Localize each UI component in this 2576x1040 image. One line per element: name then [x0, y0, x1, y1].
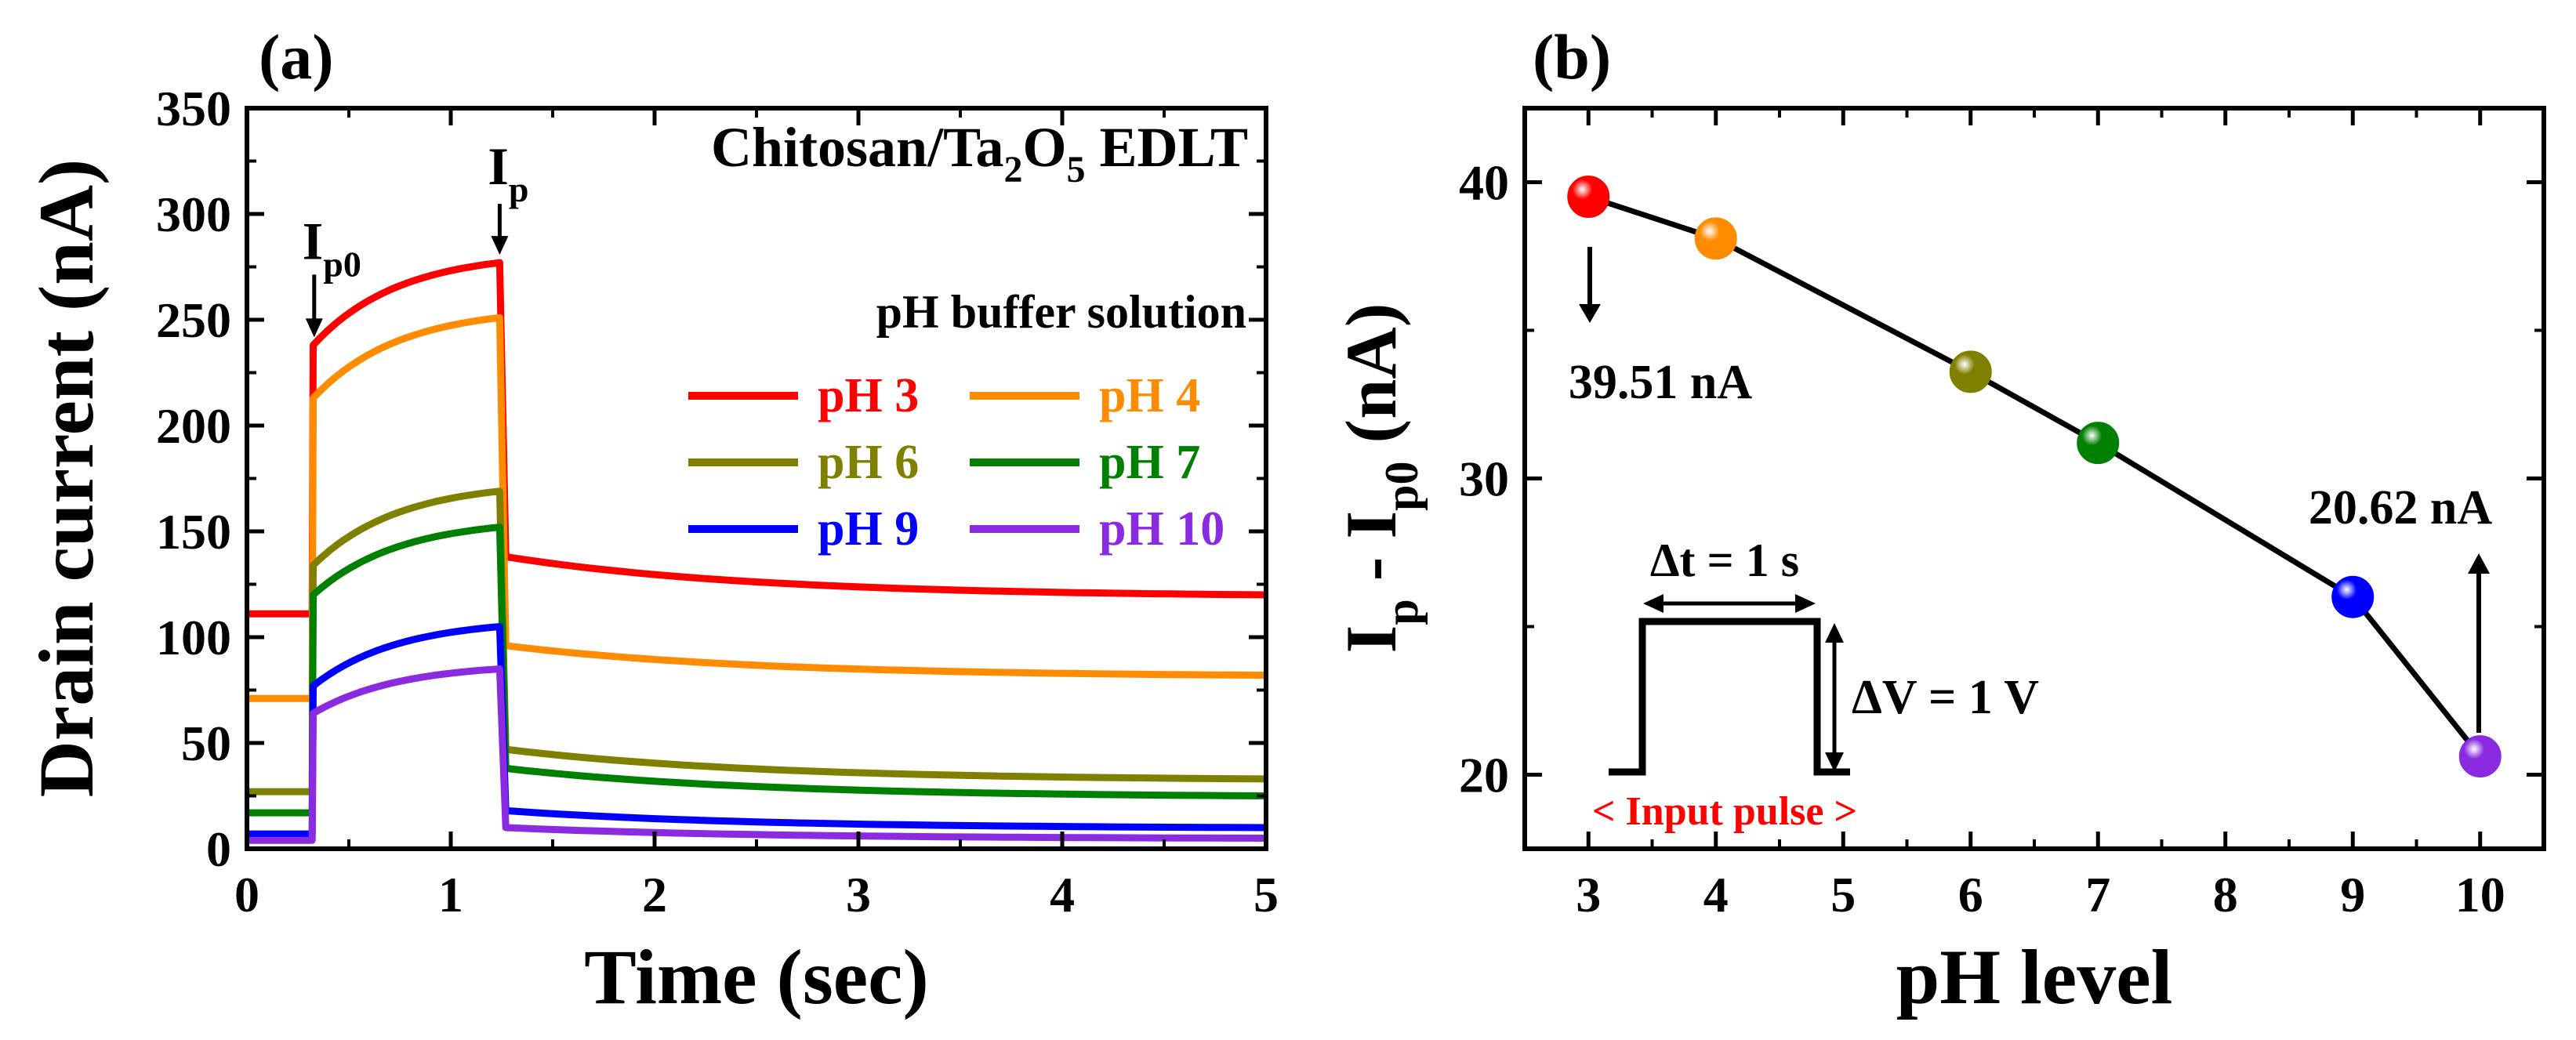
- dt-arrow-head-right: [1795, 594, 1816, 613]
- y-tick-label: 300: [156, 187, 231, 242]
- input-pulse-waveform: [1609, 618, 1850, 776]
- data-point-ph-4: [1694, 217, 1737, 260]
- series-line-ph-6: [247, 487, 1267, 795]
- x-tick-label: 10: [2455, 867, 2505, 922]
- data-point-ph-3: [1567, 176, 1610, 219]
- x-tick-label: 3: [846, 867, 871, 922]
- x-tick-label: 6: [1958, 867, 1983, 922]
- input-pulse-caption: < Input pulse >: [1592, 789, 1857, 834]
- legend-label-ph-4: pH 4: [1099, 369, 1200, 422]
- legend-label-ph-10: pH 10: [1099, 502, 1225, 556]
- y-tick-label: 0: [206, 821, 231, 877]
- data-point-ph-10: [2458, 735, 2502, 778]
- ip-annotation: Ip: [488, 136, 528, 209]
- dt-label: Δt = 1 s: [1650, 534, 1799, 586]
- dt-arrow-head-left: [1643, 594, 1664, 613]
- max-value-label: 39.51 nA: [1569, 356, 1752, 409]
- ip0-arrow-head: [305, 318, 323, 338]
- y-tick-label: 350: [156, 81, 231, 136]
- y-tick-label: 40: [1459, 155, 1509, 211]
- series-line-ph-3: [247, 259, 1267, 618]
- x-tick-label: 5: [1830, 867, 1856, 922]
- legend-label-ph-9: pH 9: [818, 502, 919, 556]
- panel-b-plot-frame: [1522, 106, 2546, 851]
- panel-a-label: (a): [259, 21, 334, 92]
- min-value-label: 20.62 nA: [2309, 481, 2492, 534]
- panel-b-connecting-line: [1587, 194, 2483, 759]
- panel-b-x-axis-label: pH level: [1896, 933, 2173, 1020]
- panel-a-legend: pH 3 pH 4 pH 6 pH 7 pH 9 pH 10: [688, 369, 1225, 556]
- input-pulse-inset: Δt = 1 s ΔV = 1 V < Input pulse >: [1592, 534, 2039, 834]
- panel-b-label: (b): [1533, 21, 1611, 92]
- x-tick-label: 9: [2340, 867, 2365, 922]
- trend-line: [1587, 194, 2483, 759]
- y-tick-label: 30: [1459, 451, 1509, 507]
- dv-arrow-head-top: [1825, 623, 1844, 643]
- x-tick-label: 4: [1050, 867, 1075, 922]
- panel-a-annotations: Ip0 Ip: [303, 136, 528, 338]
- y-tick-label: 50: [181, 716, 231, 771]
- x-tick-label: 7: [2085, 867, 2110, 922]
- x-tick-label: 4: [1703, 867, 1729, 922]
- legend-label-ph-6: pH 6: [818, 436, 919, 489]
- series-line-ph-4: [247, 313, 1267, 702]
- max-value-arrow-head: [1579, 304, 1601, 323]
- x-tick-label: 0: [234, 867, 259, 922]
- y-tick-label: 250: [156, 292, 231, 348]
- series-line-ph-7: [247, 524, 1267, 817]
- x-tick-label: 3: [1576, 867, 1601, 922]
- y-tick-label: 100: [156, 610, 231, 665]
- min-value-arrow-head: [2468, 553, 2490, 574]
- data-point-ph-9: [2331, 575, 2375, 618]
- y-tick-label: 20: [1459, 748, 1509, 803]
- panel-b-points: [1567, 176, 2502, 778]
- ip0-annotation: Ip0: [303, 211, 361, 284]
- panel-b-x-ticks: 3 4 5 6 7 8 9 10: [1576, 108, 2505, 922]
- dv-label: ΔV = 1 V: [1852, 671, 2039, 724]
- x-tick-label: 5: [1254, 867, 1279, 922]
- panel-b-y-axis-label: Ip - Ip0 (nA): [1331, 303, 1428, 654]
- panel-a-chart-title: Chitosan/Ta2O5 EDLT: [711, 116, 1248, 190]
- panel-b-y-ticks: 20 30 40: [1459, 155, 2544, 803]
- panel-b-annotations: 39.51 nA 20.62 nA: [1569, 247, 2492, 733]
- y-tick-label: 200: [156, 398, 231, 454]
- data-point-ph-7: [2077, 422, 2120, 465]
- series-line-ph-9: [247, 623, 1267, 838]
- x-tick-label: 1: [438, 867, 463, 922]
- dv-arrow-head-bottom: [1825, 752, 1844, 772]
- panel-a: (a) 0 1 2 3 4 5 0 50 100 150 200 250 300 350 Time (s…: [23, 21, 1279, 1020]
- panel-a-y-ticks: 0 50 100 150 200 250 300 350: [156, 81, 1266, 877]
- x-tick-label: 8: [2213, 867, 2238, 922]
- panel-b: (b) 3 4 5 6 7 8 9 10 20 30 40 pH level Ip - Ip0 (…: [1331, 21, 2546, 1020]
- panel-a-series-lines: [247, 259, 1267, 844]
- x-tick-label: 2: [642, 867, 667, 922]
- y-tick-label: 150: [156, 504, 231, 560]
- legend-label-ph-7: pH 7: [1099, 436, 1200, 489]
- data-point-ph-6: [1949, 350, 1992, 393]
- series-line-ph-10: [247, 665, 1267, 844]
- legend-label-ph-3: pH 3: [818, 369, 919, 422]
- panel-a-x-ticks: 0 1 2 3 4 5: [234, 108, 1279, 922]
- panel-a-x-axis-label: Time (sec): [584, 933, 929, 1020]
- panel-a-legend-title: pH buffer solution: [876, 286, 1246, 338]
- panel-a-y-axis-label: Drain current (nA): [23, 159, 110, 798]
- ip-arrow-head: [491, 236, 509, 255]
